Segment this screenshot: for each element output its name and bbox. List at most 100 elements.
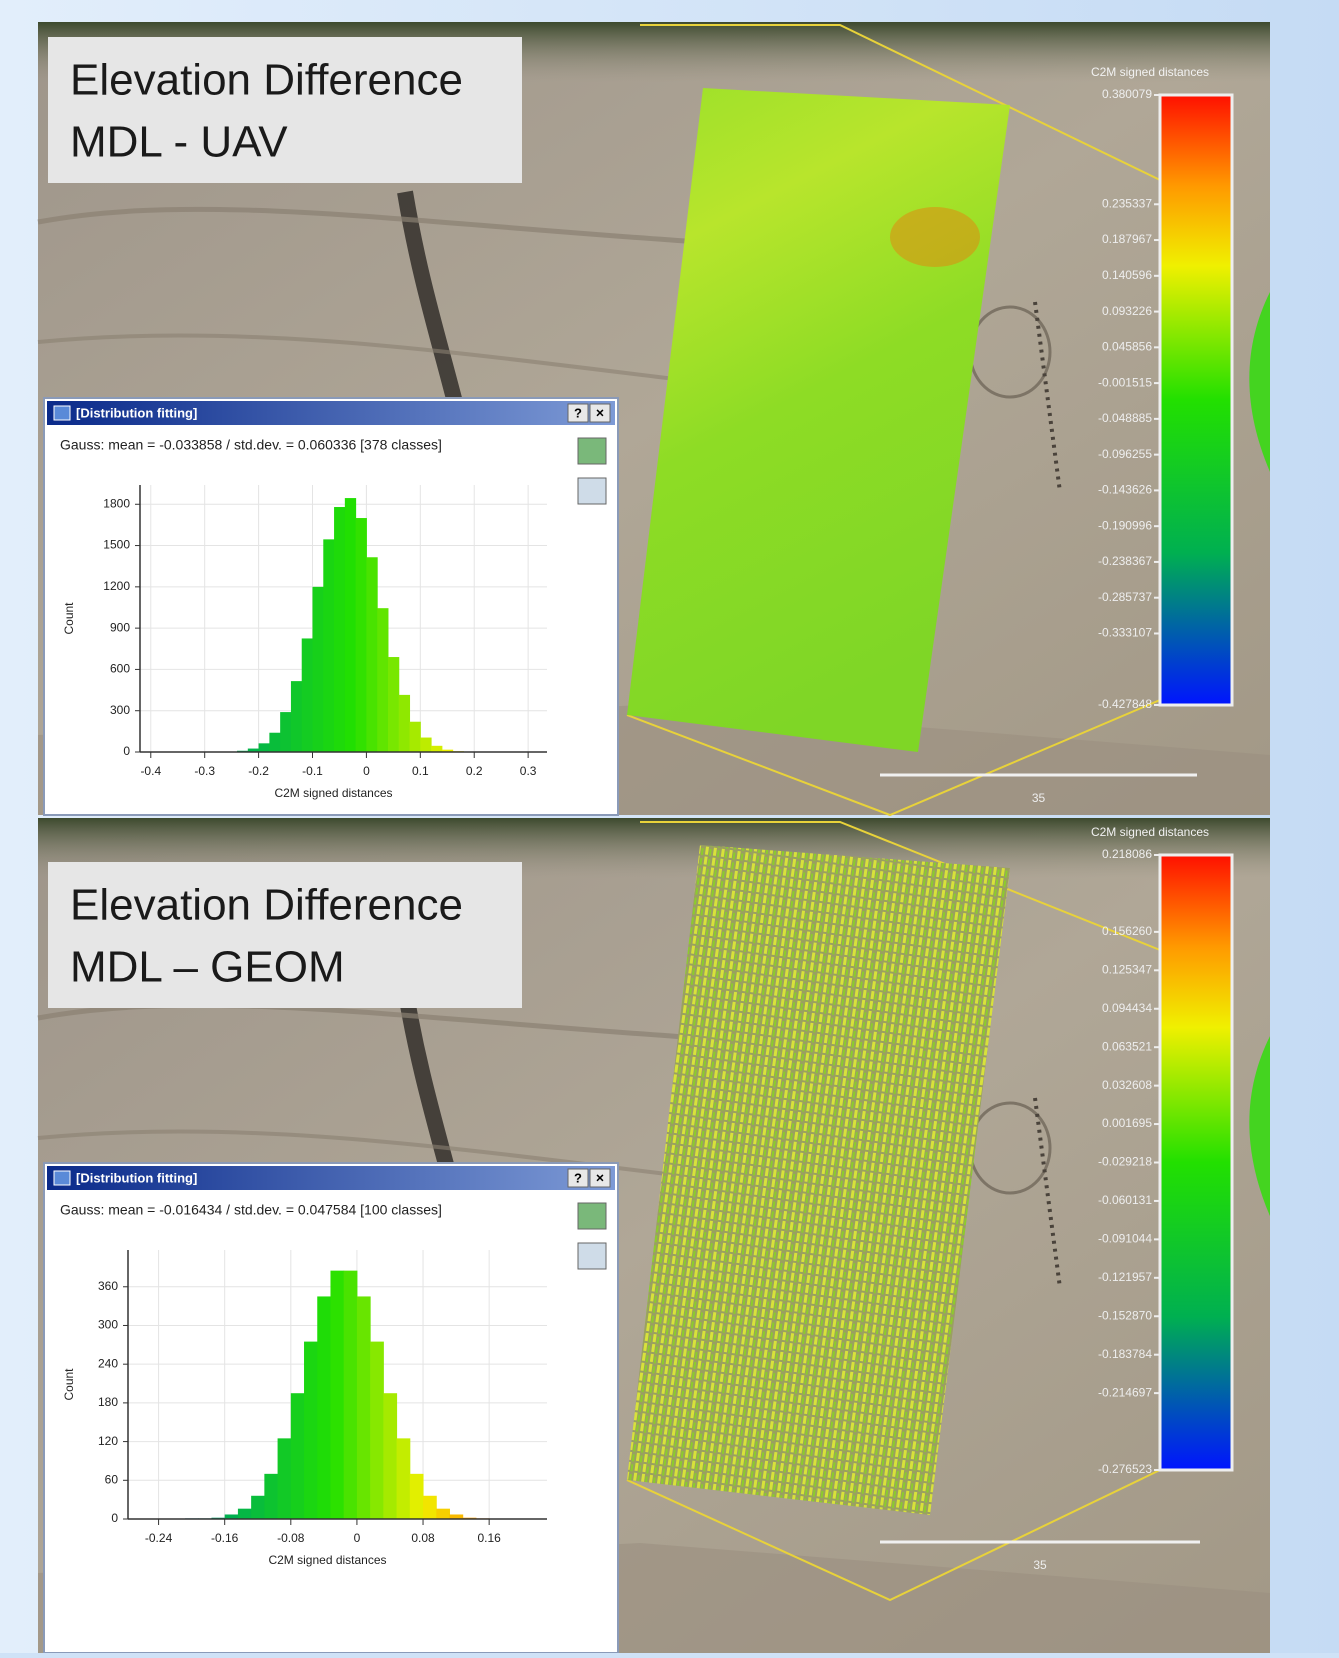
colorbar-tick-label: 0.235337 [1102, 196, 1152, 210]
colorbar-tick-label: -0.091044 [1098, 1232, 1152, 1246]
histogram-bar [397, 1438, 411, 1519]
colorbar-tick-label: 0.380079 [1102, 87, 1152, 101]
x-tick-label: 0.16 [477, 1531, 501, 1545]
colorbar-tick-label: 0.045856 [1102, 340, 1152, 354]
histogram-bar [431, 746, 442, 752]
y-tick-label: 0 [111, 1511, 118, 1525]
histogram-bar [356, 518, 367, 752]
colorbar-tick-label: 0.001695 [1102, 1116, 1152, 1130]
colorbar-tick-label: -0.143626 [1098, 483, 1152, 497]
histogram-bar [302, 638, 313, 752]
y-tick-label: 180 [98, 1395, 118, 1409]
colorbar-tick-label: -0.238367 [1098, 554, 1152, 568]
y-tick-label: 1500 [103, 538, 130, 552]
y-tick-label: 300 [98, 1318, 118, 1332]
x-tick-label: 0 [354, 1531, 361, 1545]
x-tick-label: -0.3 [194, 764, 215, 778]
colorbar-tick-label: -0.152870 [1098, 1308, 1152, 1322]
histogram-bar [423, 1496, 437, 1519]
y-tick-label: 0 [123, 744, 130, 758]
colorbar-tick-label: -0.427848 [1098, 697, 1152, 711]
histogram-bar [344, 1271, 358, 1519]
dialog-title: [Distribution fitting] [76, 405, 197, 420]
histogram-bar [251, 1496, 265, 1519]
histogram-bar [304, 1342, 318, 1519]
colorbar [1160, 855, 1232, 1470]
colorbar-tick-label: -0.183784 [1098, 1347, 1152, 1361]
help-button-label: ? [574, 405, 582, 420]
dialog-icon [54, 1171, 70, 1185]
y-tick-label: 120 [98, 1434, 118, 1448]
save-button[interactable] [578, 1243, 606, 1269]
colorbar-tick-label: 0.032608 [1102, 1078, 1152, 1092]
panel-title: MDL – GEOM [70, 943, 345, 992]
x-tick-label: -0.1 [302, 764, 323, 778]
histogram-bar [399, 695, 410, 752]
histogram-bar [323, 539, 334, 752]
histogram-bar [269, 733, 280, 752]
close-button-label: × [596, 405, 604, 421]
histogram-bar [238, 1509, 252, 1519]
y-tick-label: 60 [105, 1472, 119, 1486]
y-tick-label: 600 [110, 662, 130, 676]
dialog-title: [Distribution fitting] [76, 1170, 197, 1185]
save-button[interactable] [578, 478, 606, 504]
histogram-bar [410, 1474, 424, 1519]
colorbar-title: C2M signed distances [1091, 65, 1209, 79]
colorbar-tick-label: 0.218086 [1102, 847, 1152, 861]
colorbar-tick-label: -0.029218 [1098, 1155, 1152, 1169]
colorbar [1160, 95, 1232, 705]
histogram-bar [317, 1296, 331, 1519]
colorbar-tick-label: -0.001515 [1098, 375, 1152, 389]
colorbar-tick-label: -0.333107 [1098, 626, 1152, 640]
colorbar-tick-label: -0.285737 [1098, 590, 1152, 604]
x-tick-label: -0.16 [211, 1531, 239, 1545]
panel-title: MDL - UAV [70, 118, 288, 167]
export-button[interactable] [578, 438, 606, 464]
histogram-bar [291, 681, 302, 752]
x-tick-label: -0.24 [145, 1531, 173, 1545]
colorbar-title: C2M signed distances [1091, 825, 1209, 839]
colorbar-tick-label: -0.096255 [1098, 447, 1152, 461]
colorbar-tick-label: -0.276523 [1098, 1462, 1152, 1476]
scale-label: 35 [1032, 791, 1046, 805]
hotspot [890, 207, 980, 267]
y-tick-label: 360 [98, 1279, 118, 1293]
histogram-bar [291, 1393, 305, 1519]
colorbar-tick-label: -0.060131 [1098, 1193, 1152, 1207]
y-tick-label: 300 [110, 703, 130, 717]
histogram-bar [264, 1474, 278, 1519]
x-axis-label: C2M signed distances [274, 786, 392, 800]
histogram-bar [366, 557, 377, 752]
x-tick-label: -0.08 [277, 1531, 305, 1545]
y-tick-label: 1800 [103, 496, 130, 510]
colorbar-tick-label: -0.048885 [1098, 411, 1152, 425]
colorbar-tick-label: 0.187967 [1102, 232, 1152, 246]
fit-text: Gauss: mean = -0.016434 / std.dev. = 0.0… [60, 1202, 442, 1218]
y-tick-label: 1200 [103, 579, 130, 593]
histogram-bar [330, 1271, 344, 1519]
panel-title: Elevation Difference [70, 881, 463, 930]
histogram-bar [357, 1296, 371, 1519]
scale-label: 35 [1033, 1558, 1047, 1572]
histogram-bar [370, 1342, 384, 1519]
histogram-bar [334, 507, 345, 752]
histogram-bar [345, 498, 356, 752]
histogram-bar [436, 1509, 450, 1519]
y-axis-label: Count [62, 602, 76, 635]
histogram-bar [383, 1393, 397, 1519]
histogram-bar [259, 743, 270, 752]
histogram-bar [377, 608, 388, 752]
histogram-bar [410, 722, 421, 752]
close-button-label: × [596, 1170, 604, 1186]
colorbar-tick-label: 0.125347 [1102, 962, 1152, 976]
fit-text: Gauss: mean = -0.033858 / std.dev. = 0.0… [60, 437, 442, 453]
histogram-bar [388, 657, 399, 752]
x-tick-label: -0.2 [248, 764, 269, 778]
colorbar-tick-label: 0.094434 [1102, 1001, 1152, 1015]
export-button[interactable] [578, 1203, 606, 1229]
histogram-bar [278, 1438, 292, 1519]
colorbar-tick-label: 0.140596 [1102, 268, 1152, 282]
